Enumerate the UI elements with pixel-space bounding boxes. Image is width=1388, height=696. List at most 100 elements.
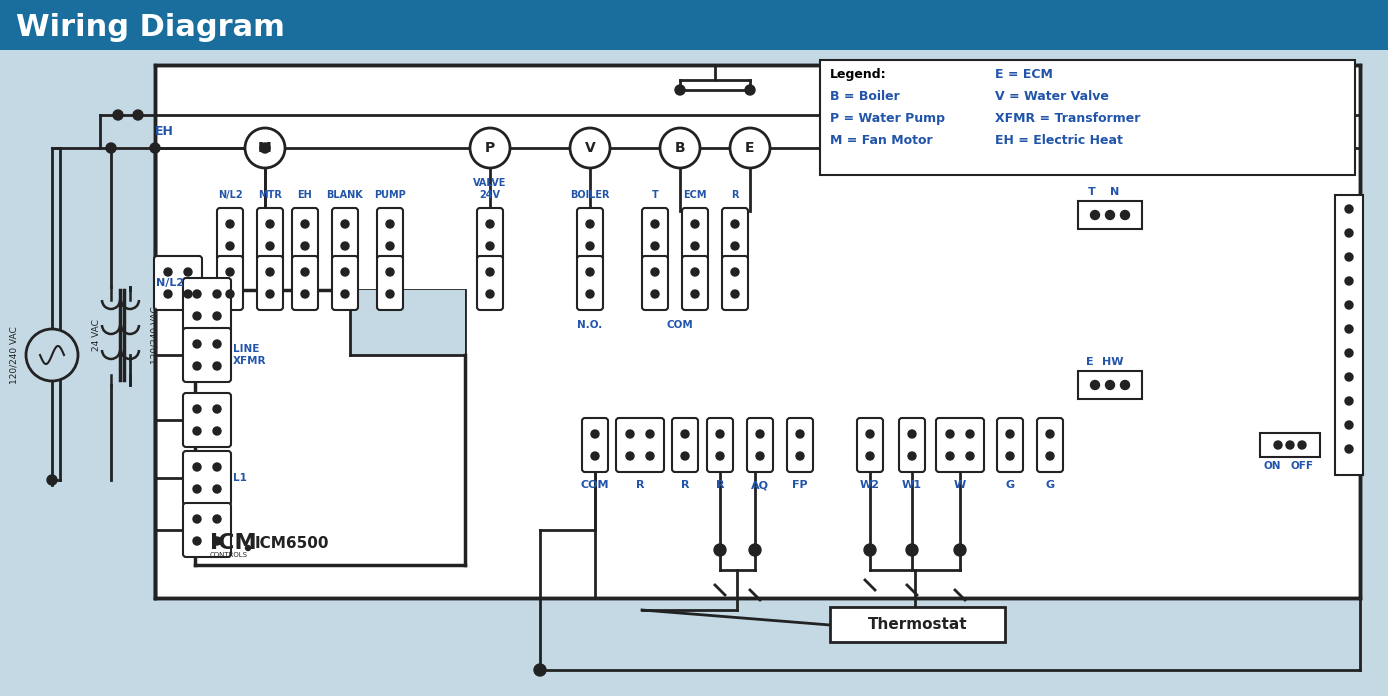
Circle shape xyxy=(586,290,594,298)
Circle shape xyxy=(1091,210,1099,219)
Circle shape xyxy=(212,515,221,523)
Circle shape xyxy=(1120,210,1130,219)
FancyBboxPatch shape xyxy=(378,208,403,262)
Circle shape xyxy=(1105,210,1115,219)
Circle shape xyxy=(731,268,738,276)
FancyBboxPatch shape xyxy=(378,256,403,310)
Circle shape xyxy=(193,485,201,493)
Circle shape xyxy=(471,128,509,168)
Circle shape xyxy=(1345,301,1353,309)
Circle shape xyxy=(795,452,804,460)
Text: R: R xyxy=(680,480,690,490)
FancyBboxPatch shape xyxy=(183,503,230,557)
Circle shape xyxy=(193,290,201,298)
Circle shape xyxy=(266,220,273,228)
Text: T: T xyxy=(1088,187,1097,197)
Circle shape xyxy=(645,430,654,438)
Circle shape xyxy=(266,268,273,276)
Circle shape xyxy=(1345,397,1353,405)
Text: R: R xyxy=(636,480,644,490)
FancyBboxPatch shape xyxy=(154,256,203,310)
Circle shape xyxy=(193,405,201,413)
Bar xyxy=(0,0,1388,50)
Circle shape xyxy=(1345,229,1353,237)
Text: N: N xyxy=(1110,187,1120,197)
Circle shape xyxy=(266,242,273,250)
Circle shape xyxy=(266,290,273,298)
Circle shape xyxy=(1345,205,1353,213)
Circle shape xyxy=(651,242,659,250)
Circle shape xyxy=(691,220,700,228)
FancyBboxPatch shape xyxy=(706,418,733,472)
Text: PUMP: PUMP xyxy=(375,190,405,200)
Circle shape xyxy=(1091,381,1099,390)
Circle shape xyxy=(651,290,659,298)
Circle shape xyxy=(301,220,310,228)
Circle shape xyxy=(651,268,659,276)
Text: M: M xyxy=(258,141,272,155)
Text: V = Water Valve: V = Water Valve xyxy=(995,90,1109,103)
FancyBboxPatch shape xyxy=(183,278,230,332)
Circle shape xyxy=(212,485,221,493)
Circle shape xyxy=(341,290,348,298)
FancyBboxPatch shape xyxy=(183,393,230,447)
Circle shape xyxy=(661,128,700,168)
FancyBboxPatch shape xyxy=(183,328,230,382)
Circle shape xyxy=(691,242,700,250)
Circle shape xyxy=(193,537,201,545)
Circle shape xyxy=(716,430,725,438)
Circle shape xyxy=(954,544,966,556)
Circle shape xyxy=(1006,430,1015,438)
Circle shape xyxy=(226,290,235,298)
Text: B = Boiler: B = Boiler xyxy=(830,90,899,103)
FancyBboxPatch shape xyxy=(257,208,283,262)
Circle shape xyxy=(105,143,117,153)
Text: 120/240 VAC: 120/240 VAC xyxy=(10,326,18,384)
Circle shape xyxy=(164,290,172,298)
Circle shape xyxy=(1120,381,1130,390)
Text: G: G xyxy=(1045,480,1055,490)
Bar xyxy=(155,65,1360,598)
FancyBboxPatch shape xyxy=(722,256,748,310)
Text: EH: EH xyxy=(297,190,312,200)
Circle shape xyxy=(1345,349,1353,357)
FancyBboxPatch shape xyxy=(332,208,358,262)
Circle shape xyxy=(866,452,874,460)
Circle shape xyxy=(486,290,494,298)
Circle shape xyxy=(47,475,57,485)
Circle shape xyxy=(626,430,634,438)
Circle shape xyxy=(212,312,221,320)
Circle shape xyxy=(301,242,310,250)
Circle shape xyxy=(1047,452,1053,460)
Text: LINE
XFMR: LINE XFMR xyxy=(233,345,266,366)
Circle shape xyxy=(212,340,221,348)
Text: L1: L1 xyxy=(233,473,247,483)
Text: T: T xyxy=(651,190,658,200)
Text: E: E xyxy=(745,141,755,155)
Text: E: E xyxy=(1087,357,1094,367)
Circle shape xyxy=(906,544,917,556)
Circle shape xyxy=(730,128,770,168)
Text: CONTROLS: CONTROLS xyxy=(210,552,248,558)
Text: V: V xyxy=(584,141,595,155)
Circle shape xyxy=(756,430,763,438)
Bar xyxy=(830,607,1005,642)
Circle shape xyxy=(212,537,221,545)
Bar xyxy=(820,60,1355,175)
Circle shape xyxy=(212,362,221,370)
Text: N.O.: N.O. xyxy=(577,320,602,330)
Circle shape xyxy=(212,405,221,413)
Circle shape xyxy=(534,664,545,676)
FancyBboxPatch shape xyxy=(217,208,243,262)
Circle shape xyxy=(193,515,201,523)
FancyBboxPatch shape xyxy=(577,256,602,310)
Circle shape xyxy=(341,268,348,276)
Bar xyxy=(1078,371,1142,399)
Circle shape xyxy=(386,242,394,250)
Circle shape xyxy=(185,268,192,276)
FancyBboxPatch shape xyxy=(899,418,924,472)
FancyBboxPatch shape xyxy=(257,256,283,310)
Text: Wiring Diagram: Wiring Diagram xyxy=(17,13,285,42)
Circle shape xyxy=(682,430,688,438)
FancyBboxPatch shape xyxy=(217,256,243,310)
